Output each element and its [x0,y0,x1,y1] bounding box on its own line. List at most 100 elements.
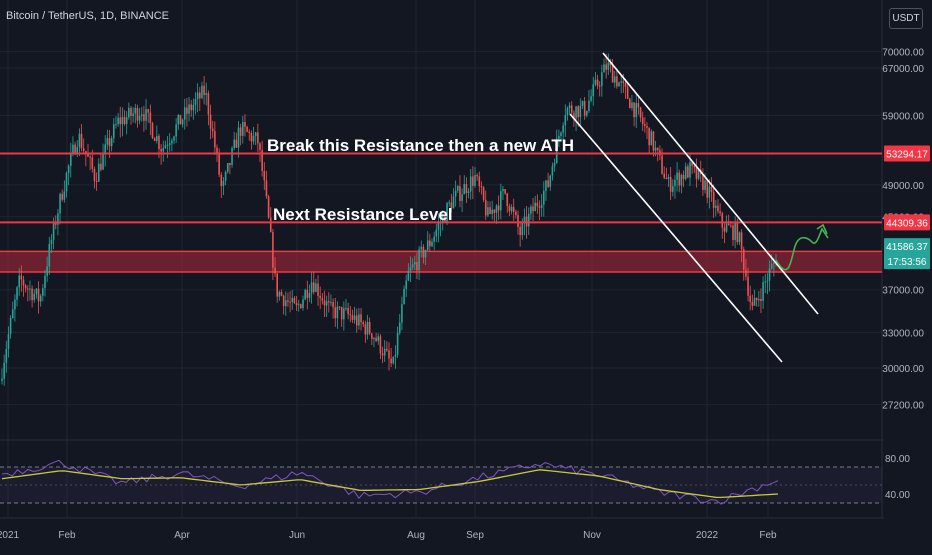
candle-down [691,162,693,166]
candle-up [125,117,128,125]
candle-down [295,303,298,306]
annotations: Break this Resistance then a new ATH Nex… [267,136,574,224]
candle-up [291,297,294,303]
candle-up [457,186,459,191]
candle-up [405,280,407,289]
candle-up [104,144,106,154]
candle-down [280,291,283,296]
candle-up [134,107,137,114]
candle-up [222,180,225,187]
candle-up [564,115,567,126]
candle-down [472,176,474,186]
candle-up [29,288,31,290]
candle-up [78,133,81,147]
candle-up [181,119,184,125]
candle-up [325,301,328,306]
candle-down [706,180,708,198]
annotation-ath: Break this Resistance then a new ATH [267,136,574,155]
candle-down [119,117,122,125]
candle-down [229,163,231,165]
candle-down [639,107,642,118]
symbol-title[interactable]: Bitcoin / TetherUS, 1D, BINANCE [6,10,170,22]
candle-up [336,306,339,319]
candle-down [321,298,324,301]
candle-down [323,300,326,306]
candle-down [687,166,689,178]
candle-down [476,175,478,177]
candle-up [680,174,683,186]
candle-up [446,203,448,222]
candle-down [598,85,601,87]
candle-down [276,273,278,297]
candle-down [652,131,655,151]
candle-down [745,269,747,277]
candle-down [682,174,685,180]
candle-down [179,114,182,125]
candle-up [543,190,545,205]
candle-up [304,289,306,300]
drawing-overlays [0,52,882,363]
candle-up [226,163,229,172]
candle-down [143,114,145,121]
candle-up [530,206,532,214]
candle-down [596,79,599,86]
candle-up [403,288,405,305]
candle-up [770,264,773,269]
candle-up [672,186,674,192]
candle-up [102,153,104,170]
candle-down [493,209,496,213]
candle-down [328,301,330,303]
candle-down [444,214,446,222]
candle-down [609,62,612,66]
candle-up [579,105,582,118]
candle-up [162,148,165,152]
candle-down [199,92,201,99]
candle-up [166,145,169,147]
time-axis[interactable]: 2021 Feb Apr Jun Aug Sep Nov 2022 Feb [0,530,777,541]
candle-up [113,124,115,139]
support-zone [0,251,882,272]
candle-up [233,139,235,148]
candle-up [708,186,711,198]
candle-down [100,163,102,170]
currency-button[interactable]: USDT [889,8,923,29]
candle-down [695,167,698,179]
candle-up [562,125,564,133]
candle-down [153,138,156,141]
candle-down [91,157,94,170]
candle-down [211,128,214,132]
candle-down [87,154,89,157]
candle-down [293,297,296,304]
price-tick-label: 59000.00 [882,111,924,122]
candle-down [22,279,25,286]
candle-down [95,181,98,183]
candle-down [37,288,40,302]
candle-down [629,98,631,109]
candle-up [414,262,416,265]
candle-up [448,202,450,204]
candle-down [267,196,270,218]
candle-up [121,117,124,125]
candle-down [755,297,758,301]
candle-up [753,297,756,306]
candle-up [97,163,100,182]
candle-down [300,304,302,308]
rsi-ma-line [1,469,779,499]
candle-down [93,169,96,182]
candle-up [566,108,569,116]
candle-up [411,264,414,268]
candle-up [435,229,438,237]
candle-down [747,276,749,296]
candle-up [540,204,543,208]
candle-up [177,114,180,125]
candle-down [190,104,192,111]
candle-up [667,176,670,179]
rsi-panel [0,459,882,505]
candle-down [644,124,646,127]
candle-down [547,180,549,187]
candle-up [734,223,736,240]
candle-up [588,100,590,112]
candle-up [50,239,53,244]
candle-up [560,132,562,136]
